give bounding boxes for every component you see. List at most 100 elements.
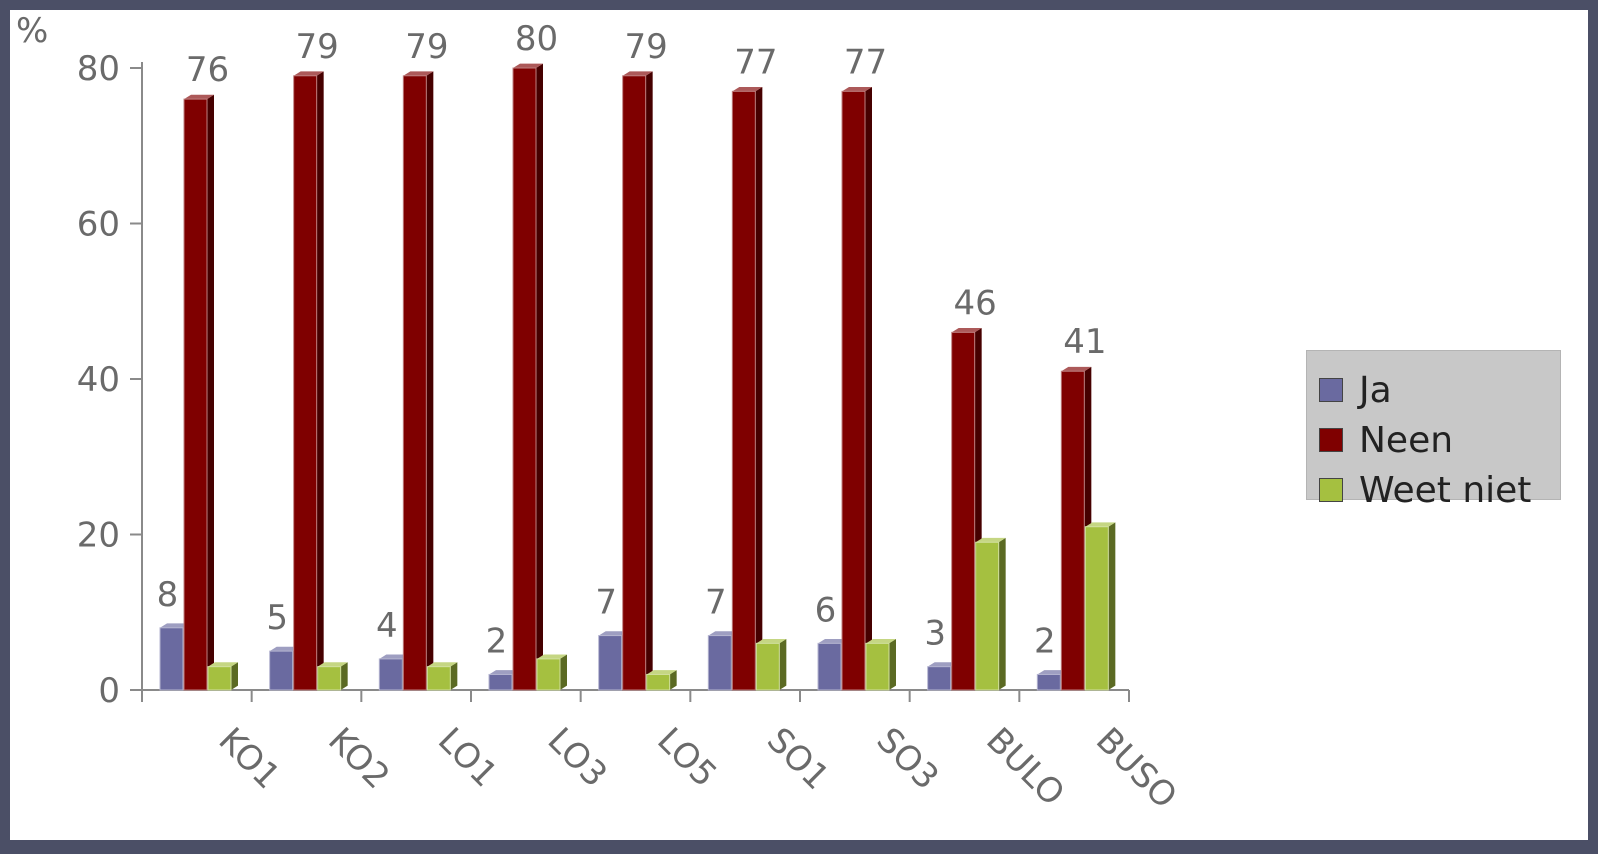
- bar-top-neen-ko1: [184, 94, 214, 100]
- legend-swatch-ja: [1319, 378, 1343, 402]
- bar-top-neen-lo1: [403, 71, 434, 76]
- legend: Ja Neen Weet niet: [1306, 350, 1561, 511]
- bar-top-weet-niet-so1: [756, 638, 787, 644]
- bar-weet-niet-bulo: [975, 541, 1000, 691]
- bar-neen-lo1: [402, 75, 427, 691]
- bar-neen-ko1: [183, 98, 208, 691]
- bar-ja-bulo: [927, 666, 952, 691]
- bar-side-neen-so3: [865, 86, 872, 690]
- bar-top-weet-niet-lo3: [537, 654, 567, 659]
- bar-top-weet-niet-buso: [1085, 522, 1116, 527]
- bar-weet-niet-lo3: [536, 658, 561, 691]
- legend-label-ja: Ja: [1359, 369, 1392, 411]
- bar-weet-niet-so3: [865, 642, 890, 691]
- bar-neen-buso: [1060, 370, 1085, 691]
- bar-weet-niet-so1: [755, 642, 780, 691]
- bar-top-weet-niet-lo1: [427, 662, 458, 667]
- bar-ja-lo1: [378, 658, 403, 691]
- data-label-neen-ko1: 76: [186, 50, 229, 90]
- x-tick-label-lo5: LO5: [649, 720, 724, 795]
- bar-neen-so3: [841, 90, 866, 691]
- data-label-ja-so1: 7: [705, 583, 727, 623]
- legend-item-ja: Ja: [1319, 365, 1560, 415]
- chart-frame: 0 20 40 60 80% 8 76 KO1 5 79 KO2 4 79 LO1 2 80 LO3 7 79 LO5…: [10, 10, 1588, 840]
- bar-top-weet-niet-ko1: [208, 662, 238, 667]
- y-tick-label-80: 80: [77, 49, 120, 89]
- data-label-ja-lo3: 2: [486, 621, 508, 661]
- x-tick-label-so1: SO1: [759, 720, 837, 798]
- bar-top-weet-niet-lo5: [646, 670, 677, 675]
- bar-side-weet-niet-so3: [889, 638, 896, 690]
- bar-neen-bulo: [951, 331, 976, 691]
- bar-top-ja-bulo: [927, 662, 958, 667]
- bar-weet-niet-ko1: [207, 666, 232, 691]
- bar-weet-niet-buso: [1084, 526, 1109, 691]
- bar-side-weet-niet-bulo: [998, 537, 1006, 690]
- bar-neen-ko2: [293, 75, 318, 691]
- data-label-ja-bulo: 3: [924, 614, 946, 654]
- bar-side-weet-niet-ko1: [231, 662, 238, 690]
- bar-side-neen-lo5: [645, 71, 653, 690]
- bar-ja-buso: [1036, 673, 1061, 691]
- bar-side-neen-ko1: [207, 94, 214, 691]
- y-axis-unit-label: %: [16, 11, 48, 51]
- legend-label-neen: Neen: [1359, 419, 1454, 461]
- bar-top-neen-ko2: [293, 71, 324, 76]
- bar-chart: 020406080%876KO1579KO2479LO1280LO3779LO5…: [16, 11, 1185, 817]
- data-label-ja-so3: 6: [815, 590, 837, 630]
- bar-top-ja-ko1: [160, 623, 190, 628]
- bar-side-weet-niet-buso: [1108, 522, 1116, 690]
- bar-top-ja-so3: [818, 638, 848, 644]
- bar-top-neen-so3: [842, 86, 872, 92]
- bar-top-ja-lo1: [379, 654, 410, 659]
- bar-side-weet-niet-lo5: [669, 670, 677, 690]
- data-label-neen-lo1: 79: [405, 27, 448, 67]
- data-label-ja-lo5: 7: [595, 583, 617, 623]
- x-tick-label-ko1: KO1: [211, 720, 288, 797]
- bar-side-weet-niet-ko2: [340, 662, 348, 690]
- legend-item-neen: Neen: [1319, 415, 1560, 465]
- bar-side-weet-niet-lo1: [450, 662, 458, 690]
- bar-weet-niet-ko2: [317, 666, 342, 691]
- bar-ja-ko1: [159, 627, 184, 691]
- bar-top-ja-lo3: [489, 670, 519, 675]
- y-tick-label-40: 40: [77, 360, 120, 400]
- data-label-ja-lo1: 4: [376, 606, 398, 646]
- bar-top-weet-niet-ko2: [317, 662, 348, 667]
- legend-item-weet-niet: Weet niet: [1319, 465, 1560, 515]
- x-tick-label-lo3: LO3: [540, 720, 615, 795]
- y-tick-label-0: 0: [98, 671, 120, 711]
- bar-top-neen-lo5: [622, 71, 653, 76]
- bar-top-ja-ko2: [269, 646, 300, 652]
- bar-ja-so1: [707, 635, 732, 691]
- bar-weet-niet-lo5: [646, 673, 671, 691]
- bar-top-weet-niet-so3: [866, 638, 896, 644]
- bar-side-neen-lo3: [536, 63, 543, 690]
- bar-top-ja-so1: [708, 631, 739, 636]
- bar-top-neen-buso: [1061, 366, 1092, 372]
- bar-ja-so3: [817, 642, 842, 691]
- bar-top-weet-niet-bulo: [975, 537, 1006, 543]
- data-label-neen-ko2: 79: [296, 27, 339, 67]
- x-tick-label-lo1: LO1: [430, 720, 505, 795]
- bar-ja-ko2: [269, 650, 294, 691]
- bar-top-ja-buso: [1037, 670, 1068, 675]
- bar-side-neen-so1: [755, 86, 763, 690]
- data-label-neen-bulo: 46: [954, 283, 997, 323]
- x-tick-label-ko2: KO2: [320, 720, 397, 797]
- data-label-ja-buso: 2: [1034, 621, 1056, 661]
- bar-side-neen-lo1: [426, 71, 434, 690]
- bar-neen-lo3: [512, 67, 537, 691]
- bar-top-neen-lo3: [513, 63, 543, 68]
- x-tick-label-so3: SO3: [869, 720, 947, 798]
- bar-side-neen-ko2: [316, 71, 324, 690]
- bar-neen-lo5: [622, 75, 647, 691]
- legend-label-weet-niet: Weet niet: [1359, 469, 1532, 511]
- y-tick-label-60: 60: [77, 205, 120, 245]
- bar-neen-so1: [731, 90, 756, 691]
- legend-swatch-weet-niet: [1319, 478, 1343, 502]
- bar-top-neen-bulo: [951, 327, 982, 333]
- bar-weet-niet-lo1: [426, 666, 451, 691]
- data-label-neen-lo5: 79: [625, 27, 668, 67]
- bar-top-neen-so1: [732, 86, 763, 92]
